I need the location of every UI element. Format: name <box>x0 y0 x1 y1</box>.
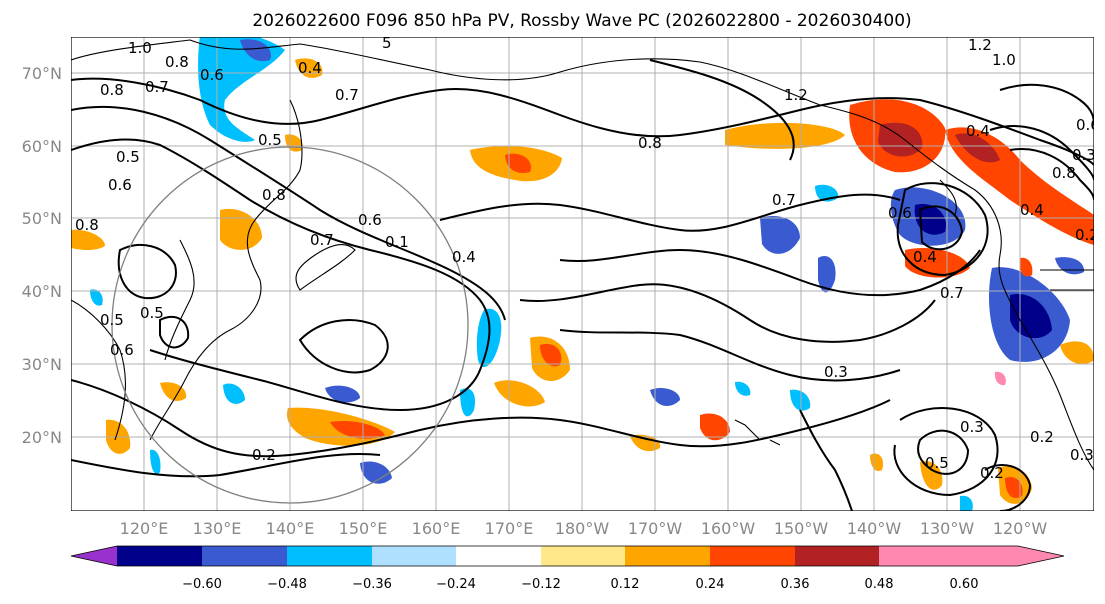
lon-label: 150°W <box>774 519 829 538</box>
contour-label: 0.4 <box>966 122 990 140</box>
contour-labels: 1.0 0.8 0.6 0.4 0.8 0.7 0.7 0.5 0.6 0.5 … <box>75 34 1100 482</box>
contour-label: 0.6 <box>888 204 912 222</box>
contour-label: 0.4 <box>298 59 322 77</box>
colorbar-tick: −0.12 <box>521 577 561 592</box>
colorbar-segment <box>372 546 456 566</box>
colorbar-tick: 0.36 <box>781 577 810 592</box>
pv-contours <box>71 59 1094 511</box>
colorbar-tick: −0.60 <box>182 577 222 592</box>
radius-circle <box>111 146 469 504</box>
contour-label: 0.6 <box>108 176 132 194</box>
contour-label: 0.2 <box>980 464 1004 482</box>
latitude-labels: 70°N 60°N 50°N 40°N 30°N 20°N <box>22 64 62 447</box>
contour-label: 0.5 <box>925 454 949 472</box>
lat-label: 50°N <box>22 209 62 228</box>
contour-label: 0.7 <box>335 86 359 104</box>
lat-label: 40°N <box>22 282 62 301</box>
contour-label: 1.0 <box>992 51 1016 69</box>
lon-label: 170°W <box>628 519 683 538</box>
lat-label: 20°N <box>22 428 62 447</box>
contour-label: 0.5 <box>258 131 282 149</box>
coastlines <box>71 39 1094 471</box>
contour-label: 0.6 <box>110 341 134 359</box>
lon-label: 120°W <box>993 519 1048 538</box>
lon-label: 160°W <box>701 519 756 538</box>
lon-label: 120°E <box>120 519 169 538</box>
map-title: 2026022600 F096 850 hPa PV, Rossby Wave … <box>252 11 911 31</box>
colorbar-segment <box>625 546 710 566</box>
contour-label: 0.6 <box>358 211 382 229</box>
colorbar-segment <box>795 546 879 566</box>
contour-label: 0.7 <box>772 191 796 209</box>
contour-label: 0.4 <box>452 248 476 266</box>
lat-label: 30°N <box>22 355 62 374</box>
contour-label: 0.1 <box>385 233 409 251</box>
lon-label: 130°E <box>193 519 242 538</box>
contour-label: 0.2 <box>1075 226 1099 244</box>
colorbar-tick: 0.12 <box>611 577 640 592</box>
lon-label: 170°E <box>485 519 534 538</box>
contour-label: 0.8 <box>1052 164 1076 182</box>
contour-label: 0.6 <box>1076 116 1100 134</box>
contour-label: 0.5 <box>140 304 164 322</box>
contour-label: 0.4 <box>913 248 937 266</box>
colorbar-tick: 0.60 <box>950 577 979 592</box>
contour-label: 0.5 <box>100 311 124 329</box>
colorbar-segment <box>202 546 287 566</box>
contour-label: 0.7 <box>310 231 334 249</box>
contour-label: 0.8 <box>165 53 189 71</box>
colorbar-tick: 0.48 <box>865 577 894 592</box>
contour-label: 0.3 <box>1072 146 1096 164</box>
colorbar-tick: −0.48 <box>267 577 307 592</box>
contour-label: 0.8 <box>638 134 662 152</box>
colorbar: −0.60 −0.48 −0.36 −0.24 −0.12 0.12 0.24 … <box>70 545 1065 592</box>
contour-label: 0.8 <box>100 81 124 99</box>
lon-label: 150°E <box>339 519 388 538</box>
colorbar-min-extension <box>71 546 117 566</box>
contour-label: 0.3 <box>824 363 848 381</box>
contour-label: 0.2 <box>1030 428 1054 446</box>
contour-label: 0.6 <box>200 66 224 84</box>
lon-label: 140°W <box>847 519 902 538</box>
map-area: 1.0 0.8 0.6 0.4 0.8 0.7 0.7 0.5 0.6 0.5 … <box>71 34 1100 511</box>
lon-label: 160°E <box>412 519 461 538</box>
colorbar-tick: −0.36 <box>352 577 392 592</box>
contour-label: 0.7 <box>940 284 964 302</box>
lat-label: 70°N <box>22 64 62 83</box>
contour-label: 0.8 <box>75 216 99 234</box>
colorbar-tick: 0.24 <box>696 577 725 592</box>
lon-label: 140°E <box>266 519 315 538</box>
contour-label: 0.7 <box>145 78 169 96</box>
graticule <box>71 37 1094 511</box>
contour-label: 0.8 <box>262 186 286 204</box>
colorbar-segment <box>879 546 964 566</box>
contour-label: 0.5 <box>116 148 140 166</box>
lon-label: 130°W <box>920 519 975 538</box>
contour-label: 5 <box>382 34 392 52</box>
lat-label: 60°N <box>22 137 62 156</box>
lon-label: 180°W <box>555 519 610 538</box>
colorbar-segment <box>456 546 541 566</box>
colorbar-segment <box>541 546 625 566</box>
contour-label: 1.2 <box>968 36 992 54</box>
colorbar-tick: −0.24 <box>436 577 476 592</box>
contour-label: 0.2 <box>252 446 276 464</box>
colorbar-segment <box>287 546 372 566</box>
colorbar-segment <box>710 546 795 566</box>
contour-label: 0.3 <box>1070 446 1094 464</box>
contour-label: 0.3 <box>960 418 984 436</box>
colorbar-segment <box>117 546 202 566</box>
longitude-labels: 120°E 130°E 140°E 150°E 160°E 170°E 180°… <box>120 519 1048 538</box>
anomaly-shading <box>71 37 1094 511</box>
contour-label: 1.2 <box>784 86 808 104</box>
contour-label: 0.4 <box>1020 201 1044 219</box>
colorbar-max-extension <box>964 546 1064 566</box>
contour-label: 1.0 <box>128 39 152 57</box>
